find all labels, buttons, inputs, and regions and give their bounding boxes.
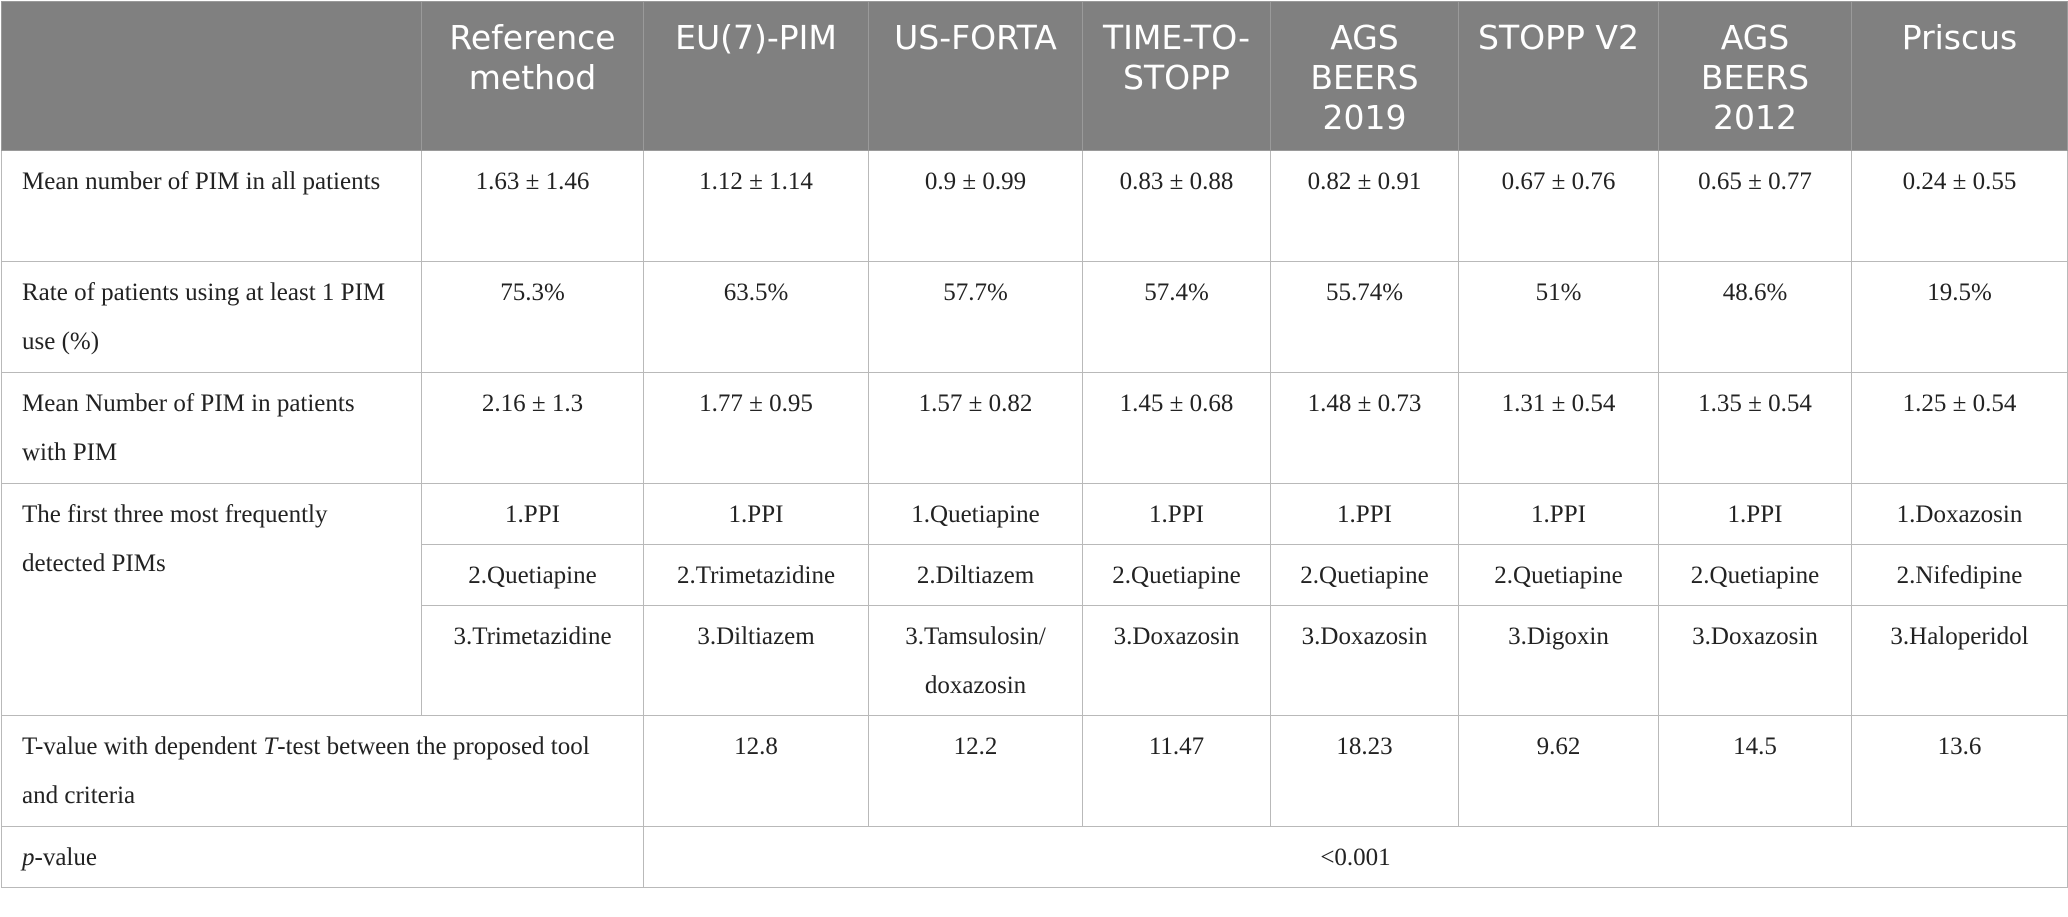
header-row: Reference method EU(7)-PIM US-FORTA TIME… [1,1,2068,151]
header-eu7-pim: EU(7)-PIM [643,1,869,151]
table-cell: 3.Doxazosin [1270,605,1459,716]
row-label: Mean Number of PIM in patients with PIM [1,372,422,484]
header-priscus: Priscus [1851,1,2068,151]
header-corner [1,1,422,151]
table-row: The first three most frequently detected… [1,483,2068,716]
pvalue-label-italic: p [22,844,35,871]
row-label: p-value [1,826,644,888]
table-row: 3.Trimetazidine 3.Diltiazem 3.Tamsulosin… [2,605,2068,716]
table-cell: 48.6% [1658,261,1852,373]
table-cell: 1.Doxazosin [1851,483,2068,545]
table-cell: 2.Nifedipine [1851,544,2068,606]
table-row: Rate of patients using at least 1 PIM us… [1,261,2068,373]
table-cell: 2.Quetiapine [1458,544,1659,606]
table-cell: 1.Quetiapine [868,483,1083,545]
row-label: Rate of patients using at least 1 PIM us… [1,261,422,373]
table-cell: 1.31 ± 0.54 [1458,372,1659,484]
table-cell: 9.62 [1458,715,1659,827]
table-cell: 2.Quetiapine [421,544,644,606]
table-cell: 0.82 ± 0.91 [1270,150,1459,262]
table-cell: 3.Haloperidol [1851,605,2068,716]
table-cell: 1.PPI [1270,483,1459,545]
table-cell: 2.Quetiapine [1082,544,1271,606]
table-cell: 2.16 ± 1.3 [421,372,644,484]
row-label: Mean number of PIM in all patients [1,150,422,262]
table-cell: 63.5% [643,261,869,373]
table-cell: 75.3% [421,261,644,373]
table-row: Mean number of PIM in all patients 1.63 … [1,150,2068,262]
table-row: Mean Number of PIM in patients with PIM … [1,372,2068,484]
pvalue-cell: <0.001 [643,826,2068,888]
table-cell: 51% [1458,261,1659,373]
ttest-label-italic: T [263,733,278,760]
header-reference-method: Reference method [421,1,644,151]
table-cell: 57.4% [1082,261,1271,373]
table-cell: 3.Trimetazidine [421,605,644,716]
table-cell: 1.35 ± 0.54 [1658,372,1852,484]
table-cell: 12.2 [868,715,1083,827]
table-cell: 3.Diltiazem [643,605,869,716]
table-cell: 19.5% [1851,261,2068,373]
table-cell: 13.6 [1851,715,2068,827]
table-cell: 1.PPI [421,483,644,545]
table-cell: 2.Quetiapine [1270,544,1459,606]
table-cell: 1.77 ± 0.95 [643,372,869,484]
table-cell: 1.45 ± 0.68 [1082,372,1271,484]
ttest-label-post: -test between the proposed tool and crit… [22,733,590,809]
pvalue-label-post: -value [34,844,97,871]
table-cell: 1.PPI [1082,483,1271,545]
table-cell: 14.5 [1658,715,1852,827]
header-time-to-stopp: TIME-TO-STOPP [1082,1,1271,151]
table-cell: 1.25 ± 0.54 [1851,372,2068,484]
table-cell: 1.63 ± 1.46 [421,150,644,262]
table-cell: 3.Tamsulosin/ doxazosin [868,605,1083,716]
pim-comparison-table: Reference method EU(7)-PIM US-FORTA TIME… [1,1,2068,888]
table-cell: 12.8 [643,715,869,827]
header-ags-beers-2012: AGS BEERS 2012 [1658,1,1852,151]
table-cell: 3.Doxazosin [1658,605,1852,716]
table-cell: 0.67 ± 0.76 [1458,150,1659,262]
table-cell: 57.7% [868,261,1083,373]
table-cell: 1.PPI [1658,483,1852,545]
header-us-forta: US-FORTA [868,1,1083,151]
table-cell: 2.Diltiazem [868,544,1083,606]
table-cell: 1.PPI [1458,483,1659,545]
table-cell: 1.57 ± 0.82 [868,372,1083,484]
row-label: T-value with dependent T-test between th… [1,715,644,827]
table-cell: 0.24 ± 0.55 [1851,150,2068,262]
table-cell: 0.9 ± 0.99 [868,150,1083,262]
table-row: p-value <0.001 [1,826,2068,888]
table-cell: 18.23 [1270,715,1459,827]
row-label: The first three most frequently detected… [1,483,422,716]
table-cell: 0.65 ± 0.77 [1658,150,1852,262]
ttest-label-pre: T-value with dependent [22,733,264,760]
table-cell: 1.PPI [643,483,869,545]
table-cell: 55.74% [1270,261,1459,373]
table-cell: 2.Quetiapine [1658,544,1852,606]
table-cell: 0.83 ± 0.88 [1082,150,1271,262]
table-cell: 1.12 ± 1.14 [643,150,869,262]
table-cell: 11.47 [1082,715,1271,827]
table-row: T-value with dependent T-test between th… [1,715,2068,827]
table-cell: 3.Doxazosin [1082,605,1271,716]
table-cell: 2.Trimetazidine [643,544,869,606]
header-stopp-v2: STOPP V2 [1458,1,1659,151]
header-ags-beers-2019: AGS BEERS 2019 [1270,1,1459,151]
table-cell: 3.Digoxin [1458,605,1659,716]
table-cell: 1.48 ± 0.73 [1270,372,1459,484]
